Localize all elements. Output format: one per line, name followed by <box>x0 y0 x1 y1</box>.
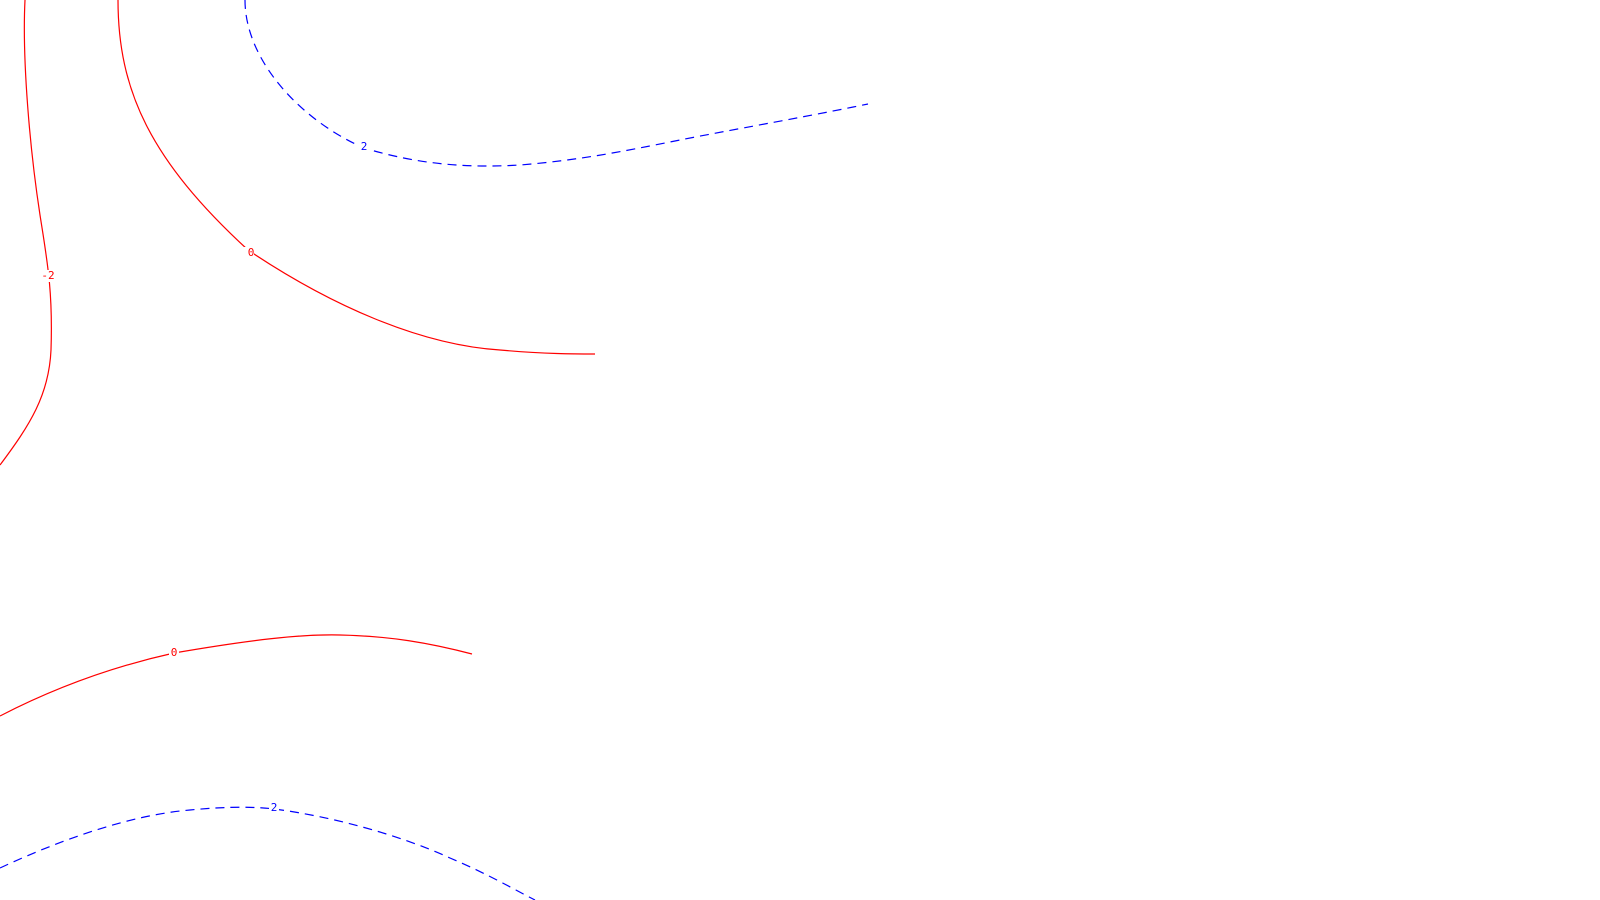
contour-line-two-top <box>244 0 869 167</box>
contour-label-two-top: 2 <box>361 140 368 153</box>
contour-line-zero-bottom <box>0 634 473 717</box>
contour-line-zero-top <box>117 0 596 355</box>
contour-zero-top: 0 <box>117 0 596 355</box>
contour-minus2: -2 <box>0 0 56 466</box>
contour-line-minus2 <box>0 0 52 466</box>
contour-line-two-bottom <box>0 806 536 900</box>
contour-zero-bottom: 0 <box>0 634 473 717</box>
contour-label-zero-bottom: 0 <box>171 646 178 659</box>
contour-label-two-bottom: 2 <box>271 801 278 814</box>
contour-label-zero-top: 0 <box>248 246 255 259</box>
contour-two-bottom: 2 <box>0 801 536 900</box>
contour-two-top: 2 <box>244 0 869 167</box>
contour-label-minus2: -2 <box>41 269 54 282</box>
